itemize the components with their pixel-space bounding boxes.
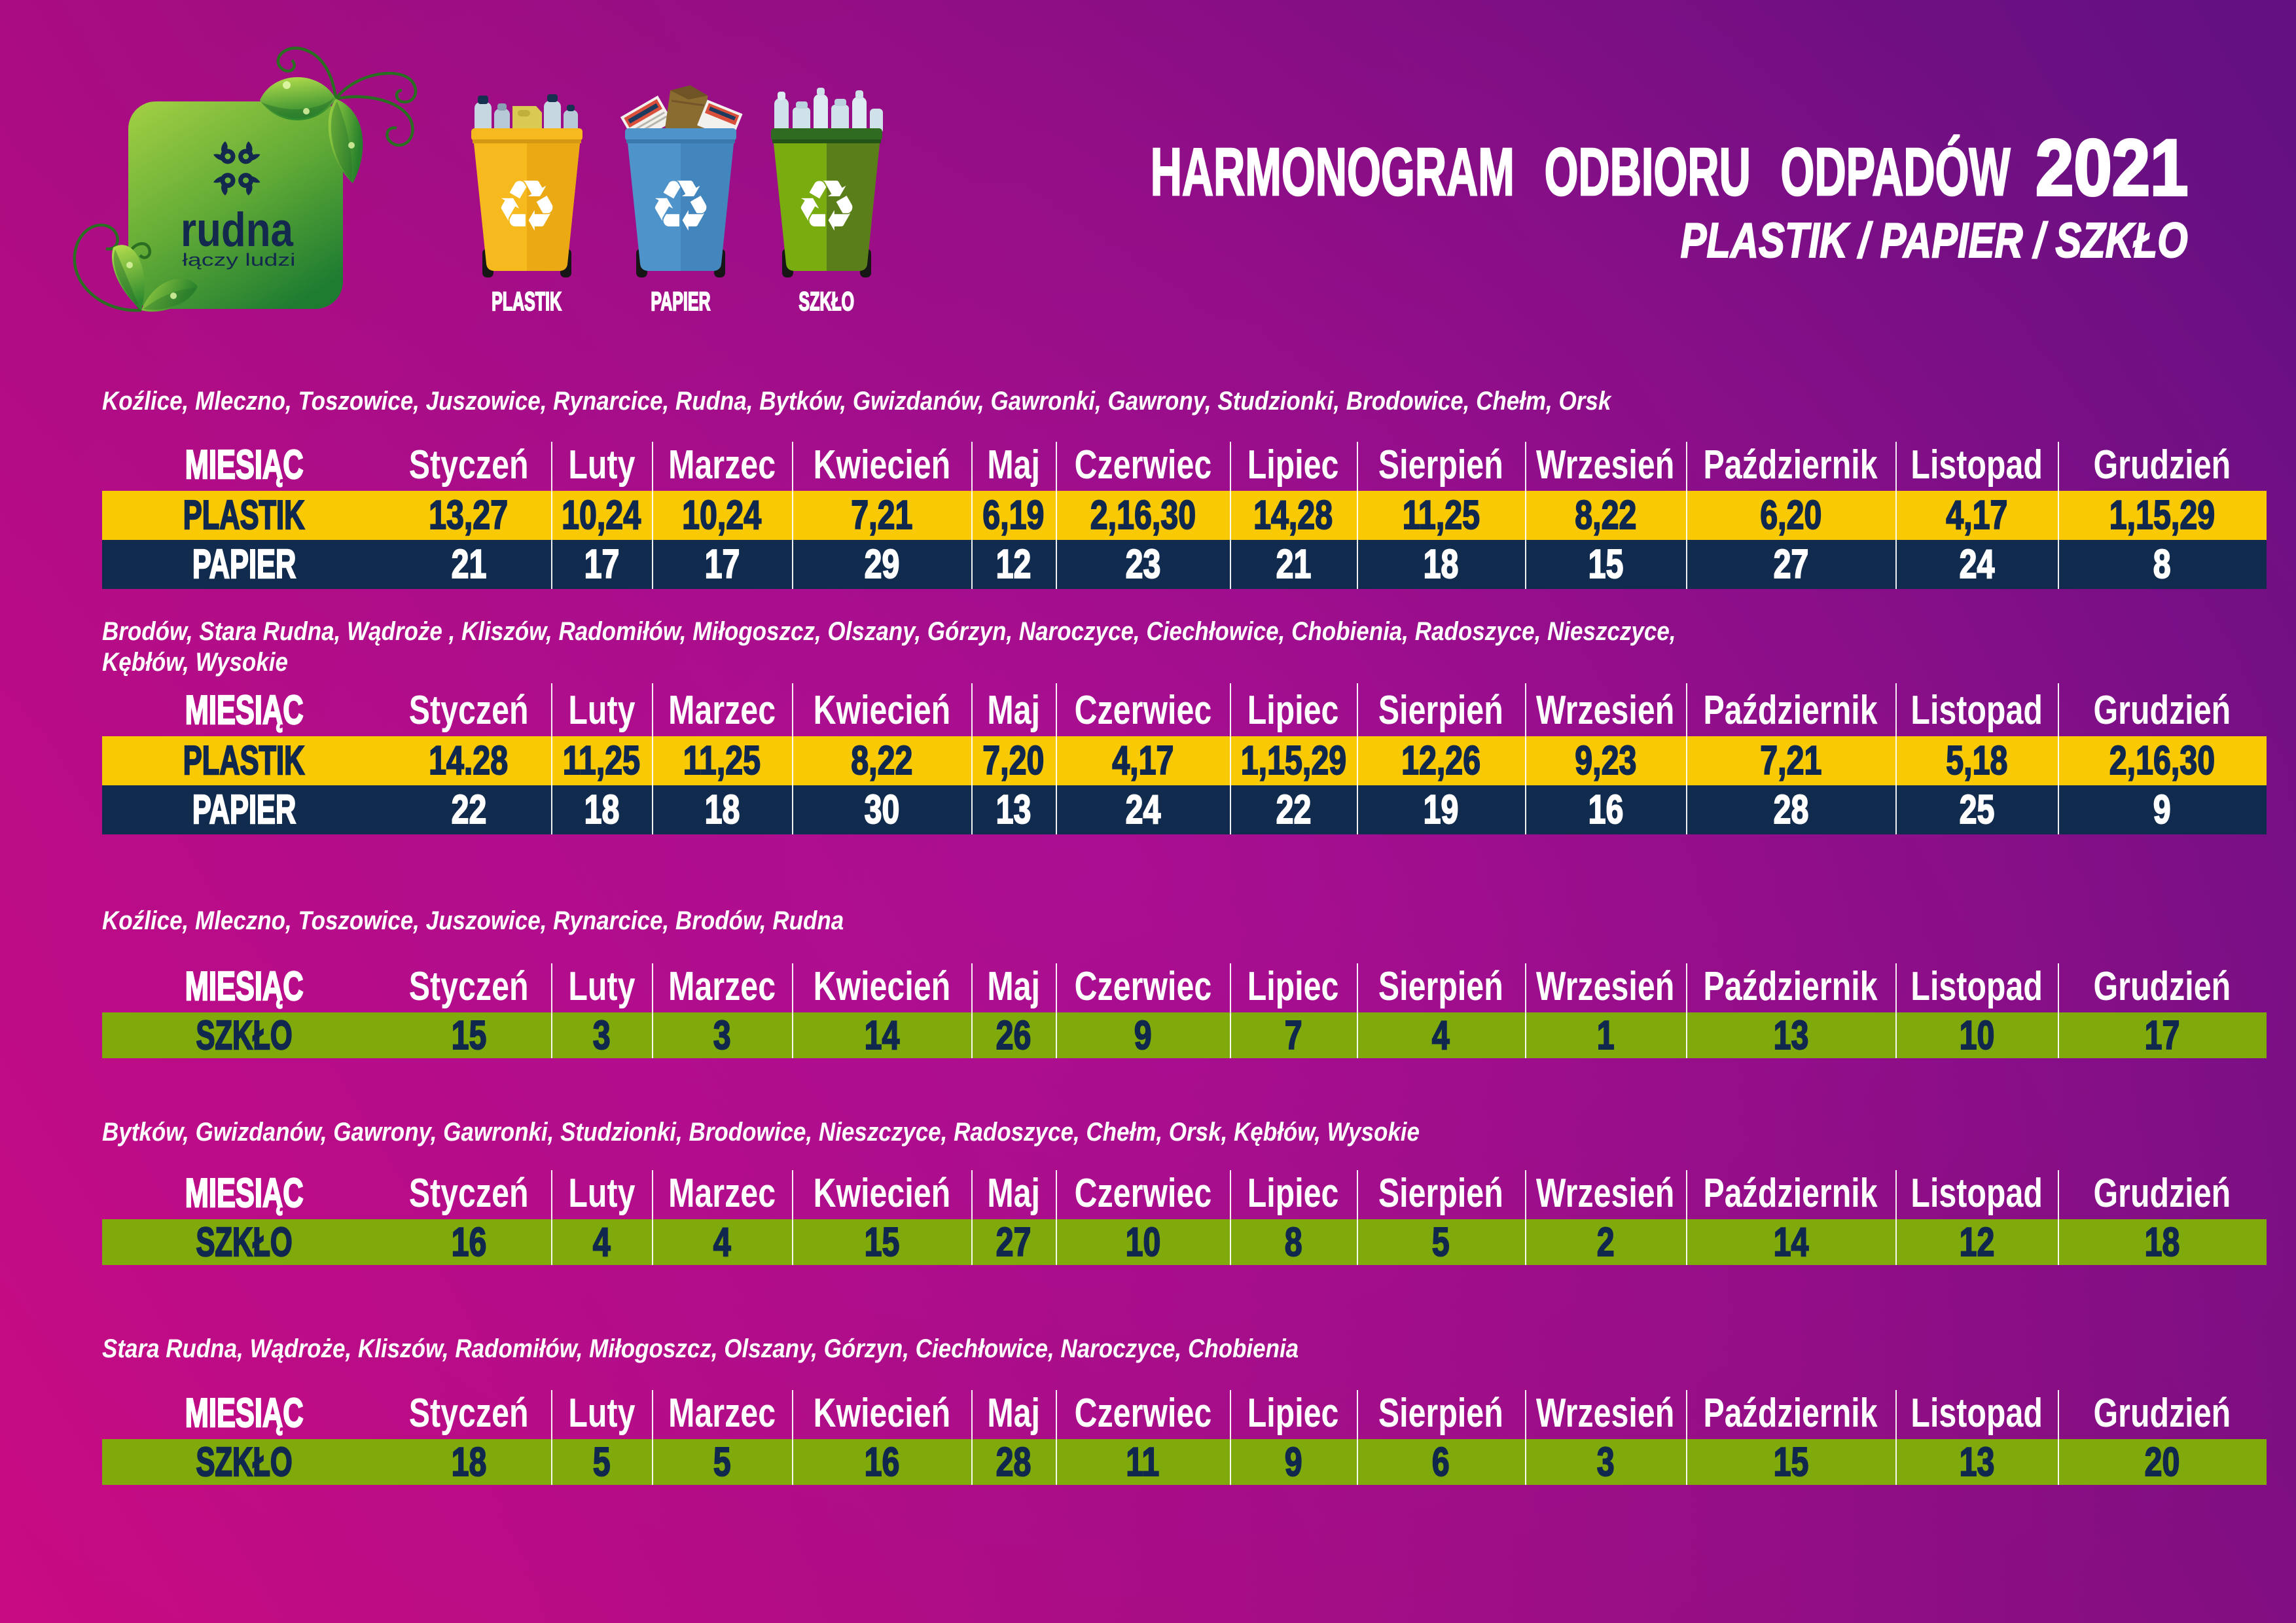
svg-text:rudna: rudna	[181, 204, 294, 257]
svg-text:łączy ludzi: łączy ludzi	[183, 250, 296, 270]
svg-text:♻: ♻	[795, 166, 859, 245]
svg-text:♻: ♻	[495, 166, 559, 245]
svg-text:♻: ♻	[649, 166, 713, 245]
